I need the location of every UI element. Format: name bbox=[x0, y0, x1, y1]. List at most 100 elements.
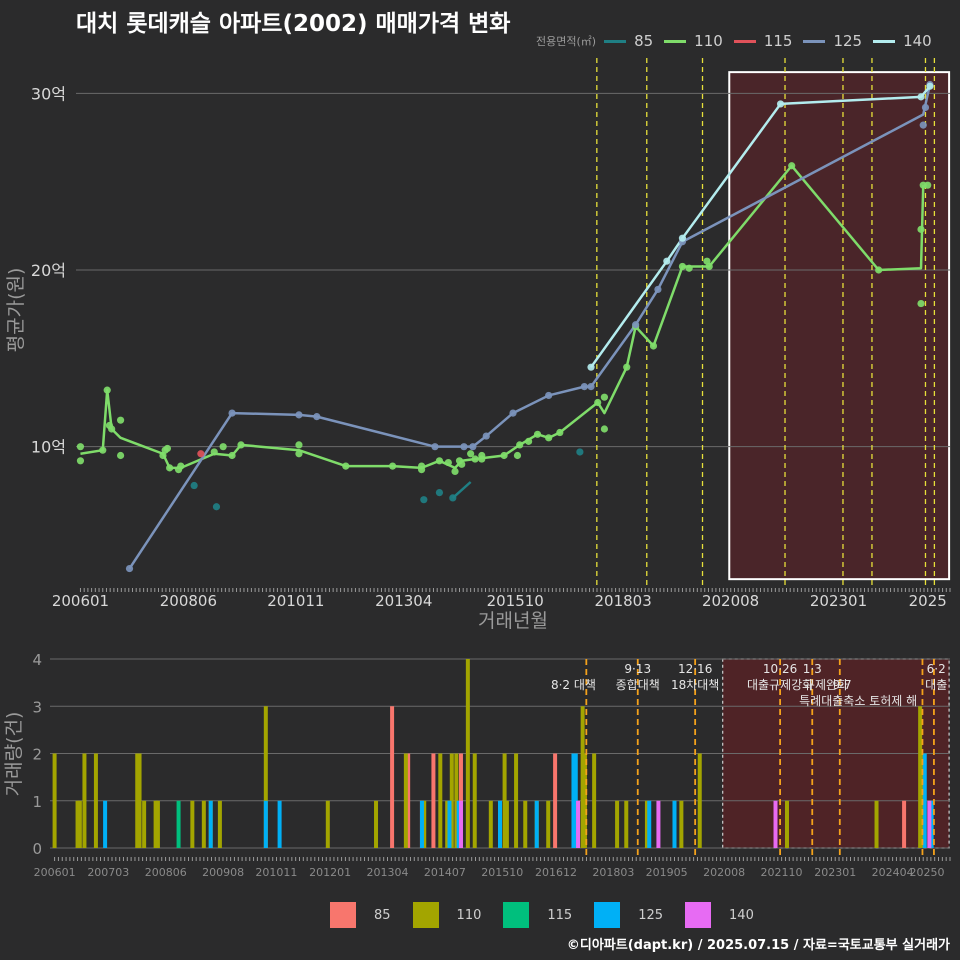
volume-bar-115 bbox=[176, 800, 181, 848]
policy-annotation: 10·26 bbox=[763, 662, 797, 676]
volume-bar-85 bbox=[553, 753, 558, 848]
policy-annotation: 대출 bbox=[925, 678, 947, 692]
x-tick-label: 202008 bbox=[702, 592, 759, 610]
volume-x-tick-label: 202404 bbox=[872, 866, 914, 879]
volume-bar-110 bbox=[82, 753, 87, 848]
volume-bar-110 bbox=[445, 800, 450, 848]
volume-bar-110 bbox=[644, 800, 649, 848]
volume-bar-110 bbox=[374, 800, 379, 848]
volume-bar-125 bbox=[922, 753, 927, 848]
data-point-125 bbox=[125, 564, 134, 573]
data-point-125 bbox=[632, 321, 640, 329]
data-point-110 bbox=[545, 434, 553, 442]
volume-x-tick-label: 201803 bbox=[592, 866, 634, 879]
data-point-110 bbox=[108, 425, 116, 433]
legend-line-125 bbox=[803, 39, 826, 43]
legend-label-140: 140 bbox=[903, 32, 932, 50]
data-point-110 bbox=[533, 430, 542, 438]
volume-bar-110 bbox=[77, 800, 82, 848]
data-point-110 bbox=[875, 266, 883, 274]
data-point-125 bbox=[509, 409, 517, 417]
volume-bar-140 bbox=[458, 800, 463, 848]
volume-bar-110 bbox=[624, 800, 629, 848]
data-point-125 bbox=[469, 443, 477, 451]
data-point-110 bbox=[228, 451, 236, 460]
bar-legend-item-125: 125 bbox=[594, 902, 663, 928]
volume-bar-110 bbox=[75, 800, 80, 848]
volume-bar-125 bbox=[672, 800, 677, 848]
policy-annotation: 대출규제강화 bbox=[747, 678, 813, 692]
data-point-110 bbox=[600, 425, 609, 433]
bar-legend-swatch-85 bbox=[330, 902, 356, 928]
data-point-110 bbox=[500, 451, 508, 460]
x-axis-title: 거래년월 bbox=[478, 610, 548, 632]
volume-bar-110 bbox=[918, 706, 923, 848]
volume-bar-110 bbox=[153, 800, 158, 848]
volume-bar-110 bbox=[52, 753, 57, 848]
volume-x-tick-label: 202008 bbox=[703, 866, 745, 879]
legend-item-125: 125 bbox=[803, 32, 862, 50]
data-point-110 bbox=[116, 416, 125, 424]
volume-bar-125 bbox=[456, 800, 461, 848]
volume-x-tick-label: 201510 bbox=[481, 866, 523, 879]
volume-bar-140 bbox=[927, 800, 932, 848]
data-point-110 bbox=[685, 264, 693, 272]
legend-item-115: 115 bbox=[733, 32, 792, 50]
policy-annotation: 9·7 bbox=[833, 678, 852, 692]
volume-bar-110 bbox=[135, 753, 140, 848]
volume-bar-110 bbox=[325, 800, 330, 848]
bar-legend-label-110: 110 bbox=[456, 907, 482, 923]
bar-legend-label-125: 125 bbox=[638, 907, 664, 923]
y-axis-title: 평균가(원) bbox=[5, 268, 27, 353]
volume-bar-110 bbox=[465, 659, 470, 848]
volume-bar-125 bbox=[573, 753, 578, 848]
data-point-140 bbox=[926, 82, 934, 90]
bar-legend-item-115: 115 bbox=[503, 902, 572, 928]
data-point-110 bbox=[103, 386, 111, 394]
legend-line-110 bbox=[664, 39, 687, 43]
price-chart: 10억 20억 30억 200601 200806 201011 201304 201510 2… bbox=[5, 58, 951, 632]
bar-legend-swatch-140 bbox=[685, 902, 712, 928]
volume-bar-125 bbox=[263, 800, 268, 848]
data-point-125 bbox=[295, 411, 303, 419]
legend-item-85: 85 bbox=[604, 32, 653, 50]
data-point-115 bbox=[197, 450, 205, 458]
data-point-110 bbox=[295, 441, 303, 449]
data-point-110 bbox=[924, 181, 932, 189]
volume-y-axis-title: 거래량(건) bbox=[3, 712, 25, 797]
y-tick-label: 20억 bbox=[31, 261, 66, 280]
volume-x-tick-label: 200703 bbox=[87, 866, 129, 879]
data-point-110 bbox=[525, 437, 533, 445]
volume-x-tick-label: 200601 bbox=[34, 866, 76, 879]
volume-x-tick-label: 20250 bbox=[910, 866, 945, 879]
volume-bar-110 bbox=[137, 753, 142, 848]
data-point-110 bbox=[435, 457, 444, 465]
y-tick-label: 30억 bbox=[31, 84, 66, 103]
volume-bar-110 bbox=[93, 753, 98, 848]
volume-bar-110 bbox=[546, 800, 551, 848]
data-point-110 bbox=[623, 363, 631, 371]
bar-legend-swatch-115 bbox=[503, 902, 530, 928]
volume-bar-110 bbox=[582, 753, 587, 848]
volume-x-tick-label: 200908 bbox=[202, 866, 244, 879]
bar-legend-item-85: 85 bbox=[330, 902, 391, 928]
data-point-85 bbox=[435, 489, 444, 497]
volume-y-tick-label: 4 bbox=[32, 651, 42, 669]
policy-annotation: 1·3 bbox=[803, 662, 822, 676]
volume-bar-110 bbox=[697, 753, 702, 848]
data-point-110 bbox=[451, 467, 459, 475]
policy-annotation: 9·13 bbox=[624, 662, 651, 676]
data-point-125 bbox=[587, 383, 595, 391]
policy-annotation: 18차대책 bbox=[671, 677, 719, 692]
data-point-125 bbox=[919, 121, 927, 129]
data-point-125 bbox=[482, 432, 490, 440]
volume-bar-140 bbox=[576, 800, 581, 848]
bar-legend-item-110: 110 bbox=[412, 902, 482, 928]
data-point-140 bbox=[678, 234, 687, 242]
volume-bar-110 bbox=[263, 706, 268, 848]
data-point-110 bbox=[556, 428, 564, 437]
data-point-110 bbox=[342, 462, 350, 470]
x-tick-label: 2025 bbox=[909, 592, 947, 610]
volume-bar-110 bbox=[874, 800, 879, 848]
